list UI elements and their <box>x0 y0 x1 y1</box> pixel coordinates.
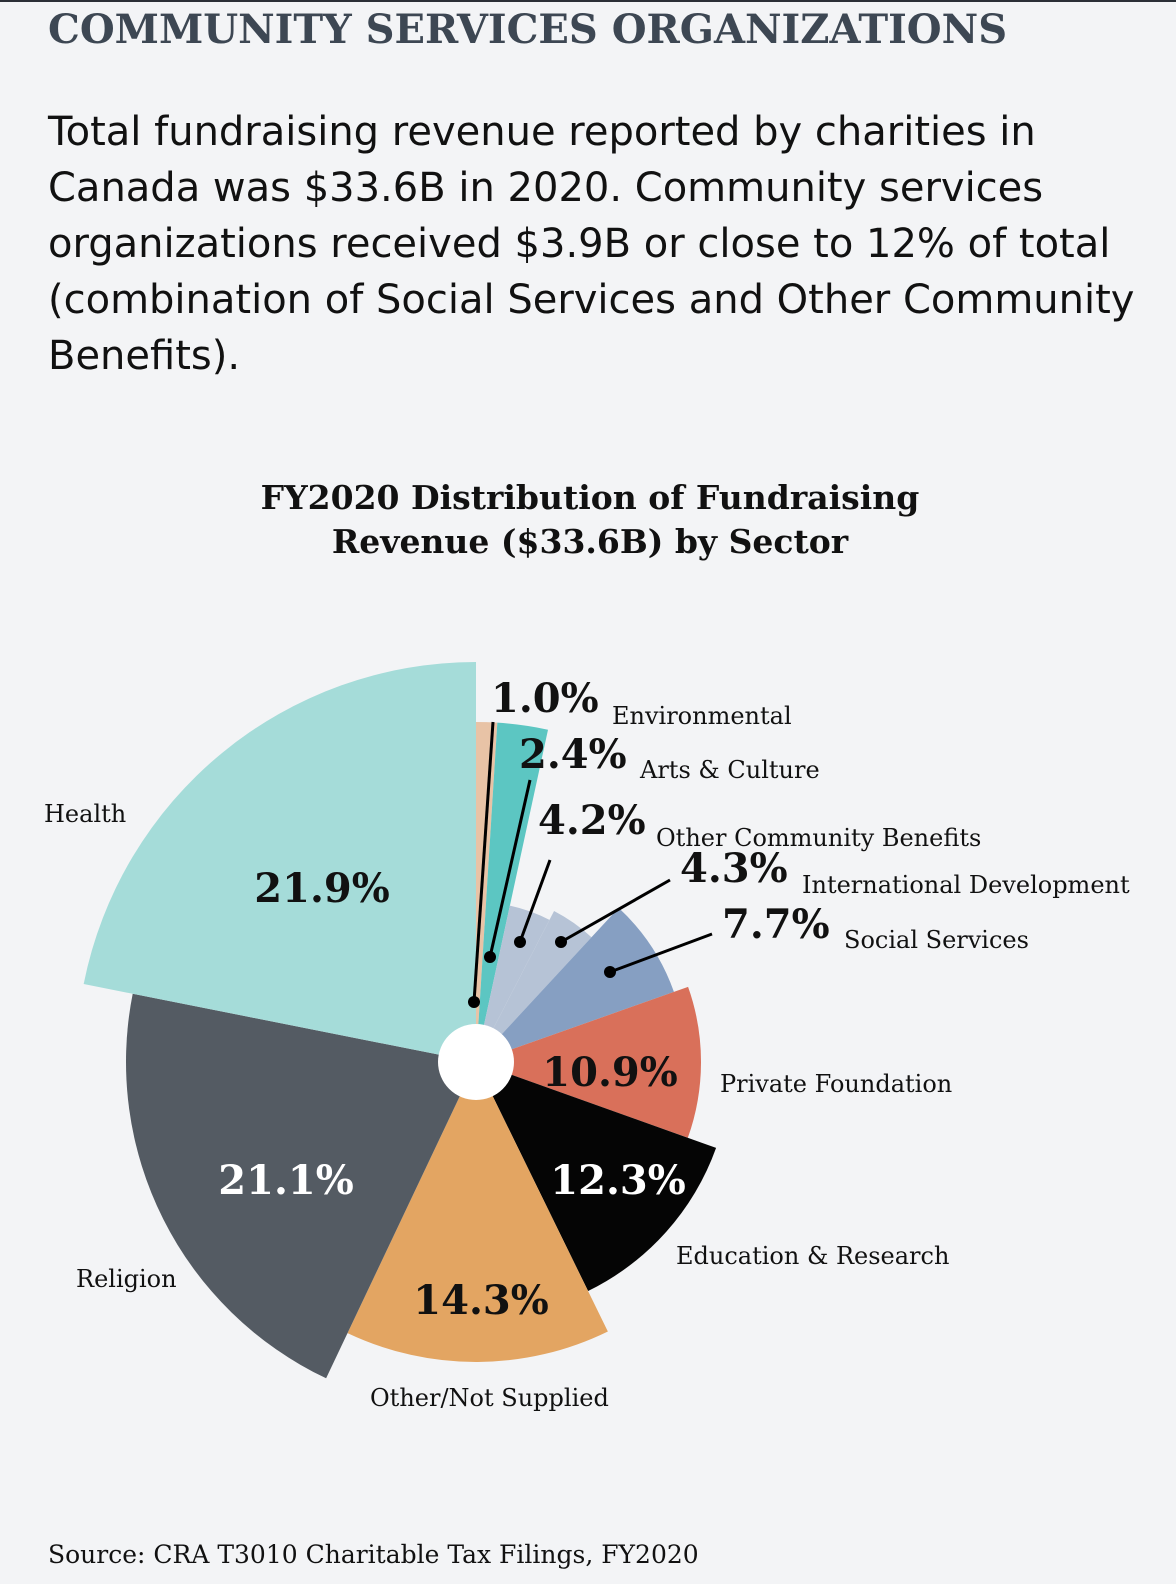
slice-environmental <box>476 722 498 1062</box>
chart-title: FY2020 Distribution of Fundraising Reven… <box>260 478 920 561</box>
slice-international-development <box>476 910 592 1062</box>
slice-education-research <box>476 1062 717 1292</box>
value-label-education-research: 12.3% <box>550 1157 685 1204</box>
slice-private-foundation <box>476 986 701 1138</box>
value-label-other-not-supplied: 14.3% <box>413 1277 548 1324</box>
value-label-religion: 21.1% <box>218 1157 353 1204</box>
category-label-other-not-supplied: Other/Not Supplied <box>370 1384 609 1412</box>
leader-line-other-community-benefits <box>518 859 552 943</box>
category-label-health: Health <box>44 800 126 828</box>
category-label-social-services: Social Services <box>844 926 1029 954</box>
value-label-health: 21.9% <box>254 865 389 912</box>
top-rule <box>0 0 1176 2</box>
pie-center-hole <box>438 1024 514 1100</box>
value-label-arts-culture: 2.4% <box>519 731 627 778</box>
leader-dot-social-services <box>604 966 616 978</box>
intro-paragraph: Total fundraising revenue reported by ch… <box>48 109 1135 379</box>
category-label-environmental: Environmental <box>612 702 792 730</box>
value-label-environmental: 1.0% <box>491 675 599 722</box>
leader-dot-arts-culture <box>484 951 496 963</box>
value-label-social-services: 7.7% <box>722 901 830 948</box>
value-label-other-community-benefits: 4.2% <box>538 797 646 844</box>
category-label-education-research: Education & Research <box>676 1242 949 1270</box>
category-label-private-foundation: Private Foundation <box>720 1070 952 1098</box>
slice-other-community-benefits <box>476 905 550 1062</box>
category-label-international-development: International Development <box>802 871 1130 899</box>
category-label-religion: Religion <box>76 1265 177 1293</box>
slice-health <box>83 662 477 1062</box>
value-label-private-foundation: 10.9% <box>542 1049 677 1096</box>
category-label-other-community-benefits: Other Community Benefits <box>656 824 981 852</box>
leader-line-international-development <box>560 878 671 944</box>
leader-line-social-services <box>609 932 713 974</box>
leader-dot-international-development <box>555 936 567 948</box>
value-label-international-development: 4.3% <box>680 845 788 892</box>
leader-line-arts-culture <box>488 779 532 958</box>
source-note: Source: CRA T3010 Charitable Tax Filings… <box>48 1540 699 1569</box>
leader-dot-environmental <box>468 996 480 1008</box>
category-label-arts-culture: Arts & Culture <box>639 756 820 784</box>
slice-other-not-supplied <box>347 1062 608 1363</box>
leader-line-environmental <box>472 721 495 1003</box>
page-title: COMMUNITY SERVICES ORGANIZATIONS <box>48 6 1008 53</box>
slice-religion <box>125 993 477 1379</box>
pie-slices <box>83 662 717 1379</box>
slice-social-services <box>476 907 674 1062</box>
leader-dot-other-community-benefits <box>514 936 526 948</box>
slice-arts-culture <box>476 722 549 1062</box>
